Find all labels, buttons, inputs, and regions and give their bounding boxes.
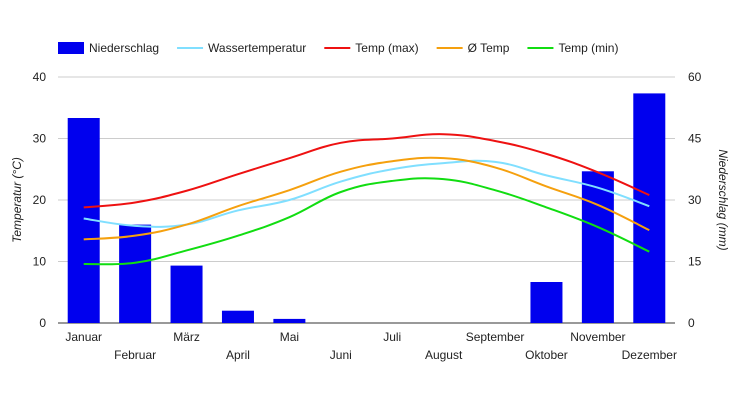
precipitation-bar bbox=[119, 224, 152, 323]
y-left-tick-label: 40 bbox=[33, 70, 47, 84]
y-right-tick-label: 0 bbox=[688, 316, 695, 330]
x-tick-label: März bbox=[173, 330, 200, 344]
legend-label: Wassertemperatur bbox=[208, 41, 306, 55]
y-right-tick-label: 45 bbox=[688, 132, 702, 146]
x-tick-label: November bbox=[570, 330, 625, 344]
x-tick-label: August bbox=[425, 348, 463, 362]
series-line-temp-min bbox=[83, 177, 650, 266]
x-tick-label: Juli bbox=[383, 330, 401, 344]
axes: 0 10 20 30 40 0 15 30 45 60 Temperatur (°C) Nieders… bbox=[10, 70, 730, 362]
legend-label: Temp (max) bbox=[355, 41, 418, 55]
x-tick-label: Februar bbox=[114, 348, 156, 362]
y-left-tick-label: 0 bbox=[39, 316, 46, 330]
y-right-tick-label: 60 bbox=[688, 70, 702, 84]
x-tick-label: Dezember bbox=[622, 348, 677, 362]
x-tick-label: September bbox=[466, 330, 525, 344]
x-tick-label: April bbox=[226, 348, 250, 362]
legend-swatch-bar bbox=[58, 42, 84, 54]
y-right-tick-label: 15 bbox=[688, 255, 702, 269]
precipitation-bar bbox=[170, 265, 203, 323]
series-line-temp-max bbox=[83, 133, 650, 209]
y-left-tick-label: 10 bbox=[33, 255, 47, 269]
x-tick-label: Oktober bbox=[525, 348, 568, 362]
precipitation-bar bbox=[530, 282, 563, 323]
x-tick-label: Juni bbox=[330, 348, 352, 362]
precipitation-bar bbox=[273, 318, 306, 323]
y-left-tick-label: 20 bbox=[33, 193, 47, 207]
precipitation-bar bbox=[581, 171, 614, 323]
y-right-tick-label: 30 bbox=[688, 193, 702, 207]
precipitation-bar bbox=[221, 310, 254, 323]
legend-label: Temp (min) bbox=[558, 41, 618, 55]
precipitation-bars bbox=[67, 93, 666, 324]
y-right-axis-title: Niederschlag (mm) bbox=[716, 149, 730, 250]
x-tick-label: Mai bbox=[280, 330, 299, 344]
x-tick-label: Januar bbox=[65, 330, 102, 344]
legend: Niederschlag Wassertemperatur Temp (max) Ø … bbox=[58, 41, 618, 55]
series-line-temp bbox=[83, 156, 650, 241]
gridlines bbox=[58, 76, 675, 324]
y-left-axis-title: Temperatur (°C) bbox=[10, 157, 24, 243]
legend-label: Ø Temp bbox=[468, 41, 510, 55]
precipitation-bar bbox=[633, 93, 666, 324]
temperature-lines bbox=[83, 133, 650, 266]
legend-label: Niederschlag bbox=[89, 41, 159, 55]
series-line-wassertemperatur bbox=[83, 159, 650, 228]
y-left-tick-label: 30 bbox=[33, 132, 47, 146]
